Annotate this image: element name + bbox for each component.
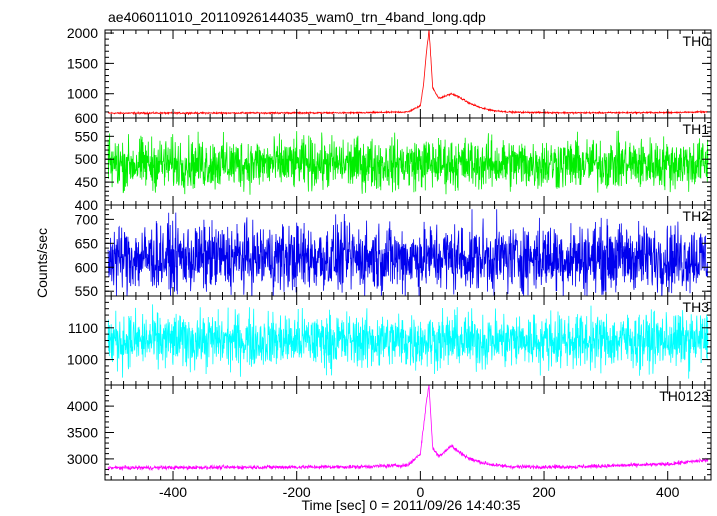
panel-th1: 400 450 500 550 TH1 bbox=[75, 117, 712, 213]
x-tick-label: -400 bbox=[159, 484, 187, 500]
series-label-th0123: TH0123 bbox=[659, 388, 709, 404]
x-axis-title: Time [sec] 0 = 2011/09/26 14:40:35 bbox=[301, 497, 520, 513]
y-tick-label: 500 bbox=[75, 151, 99, 167]
series-line-th0123 bbox=[107, 385, 709, 471]
y-tick-label: 1000 bbox=[67, 352, 98, 368]
series-line-th1 bbox=[107, 130, 709, 195]
y-axis-title: Counts/sec bbox=[34, 228, 50, 298]
y-tick-label: 550 bbox=[75, 128, 99, 144]
y-tick-label: 1100 bbox=[68, 320, 98, 336]
x-tick-label: -200 bbox=[283, 484, 311, 500]
y-tick-label: 3000 bbox=[67, 451, 98, 467]
y-tick-label: 2000 bbox=[67, 25, 98, 41]
series-label-th2: TH2 bbox=[683, 208, 710, 224]
y-tick-label: 550 bbox=[75, 283, 99, 299]
y-tick-label: 4000 bbox=[67, 398, 98, 414]
y-tick-label: 450 bbox=[75, 174, 99, 190]
y-tick-label: 400 bbox=[75, 197, 99, 213]
series-line-th3 bbox=[107, 304, 709, 379]
x-tick-label: 200 bbox=[532, 484, 556, 500]
series-label-th3: TH3 bbox=[683, 299, 710, 315]
y-tick-label: 3500 bbox=[67, 425, 98, 441]
series-label-th1: TH1 bbox=[683, 121, 710, 137]
panel-th0123: 3000 3500 4000 TH0123 bbox=[67, 384, 712, 481]
y-tick-label: 600 bbox=[75, 110, 99, 126]
y-tick-label: 600 bbox=[75, 259, 99, 275]
x-tick-label: 0 bbox=[416, 484, 424, 500]
y-tick-label: 1500 bbox=[67, 55, 98, 71]
panel-th3: 1000 1100 TH3 bbox=[67, 295, 712, 386]
series-line-th2 bbox=[107, 209, 709, 296]
panel-th2: 550 600 650 700 TH2 bbox=[75, 204, 712, 299]
y-tick-label: 700 bbox=[75, 211, 99, 227]
y-tick-label: 1000 bbox=[67, 86, 98, 102]
chart-title: ae406011010_20110926144035_wam0_trn_4ban… bbox=[108, 9, 486, 25]
series-label-th0: TH0 bbox=[683, 33, 710, 49]
series-line-th0 bbox=[107, 30, 709, 116]
x-tick-label: 400 bbox=[656, 484, 680, 500]
y-tick-label: 650 bbox=[75, 235, 99, 251]
